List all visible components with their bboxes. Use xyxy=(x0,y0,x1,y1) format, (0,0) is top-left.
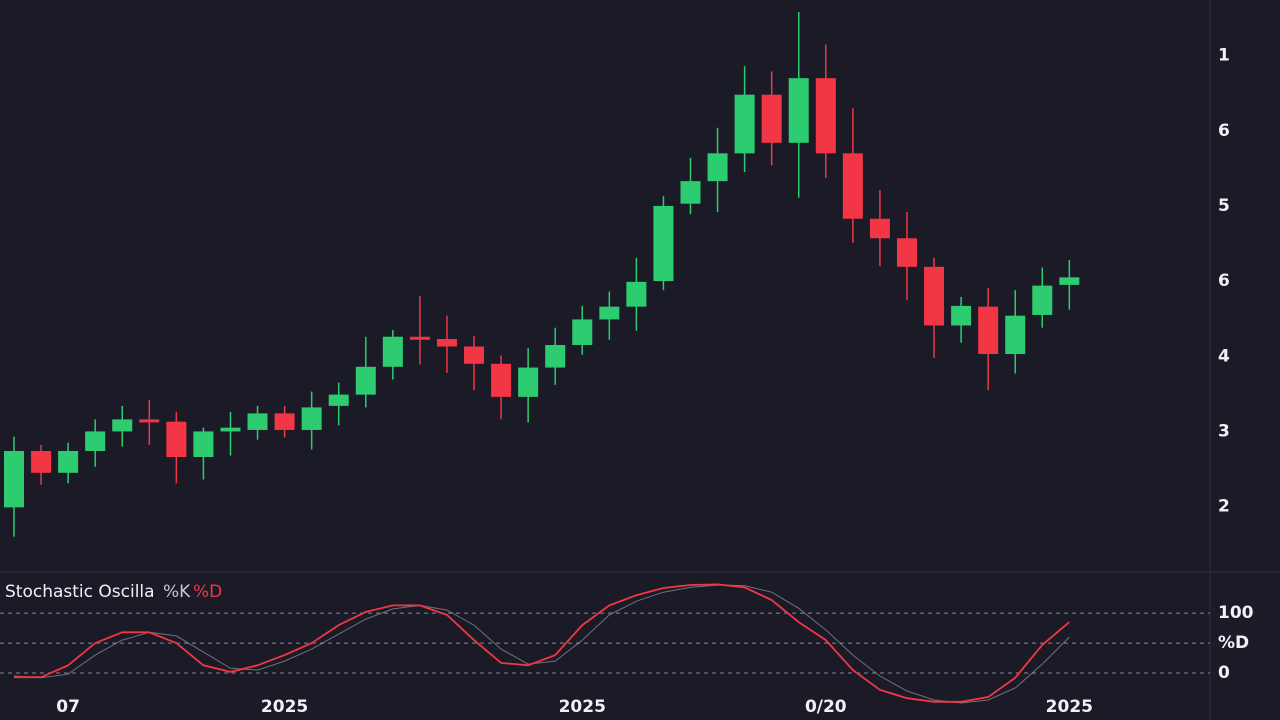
candle-body xyxy=(328,394,349,406)
candle-body xyxy=(842,153,863,219)
candle-body xyxy=(166,421,187,457)
candle-body xyxy=(409,336,430,340)
candle-body xyxy=(31,450,52,473)
candle-body xyxy=(545,345,566,368)
candle-body xyxy=(193,431,214,457)
indicator-tick-label: %D xyxy=(1218,633,1249,653)
price-tick-label: 2 xyxy=(1218,497,1230,517)
candle-body xyxy=(951,305,972,326)
price-tick-label: 5 xyxy=(1218,196,1230,216)
candle-body xyxy=(653,205,674,282)
candle-body xyxy=(1032,285,1053,315)
indicator-title: Stochastic Oscilla xyxy=(5,582,155,602)
indicator-tick-label: 0 xyxy=(1218,663,1230,683)
candle-body xyxy=(978,306,999,355)
legend-entry: %D xyxy=(193,582,222,602)
candle-body xyxy=(1059,277,1080,285)
candle-body xyxy=(491,363,512,397)
candle-body xyxy=(572,319,593,346)
candle-body xyxy=(464,346,485,364)
candle-body xyxy=(247,413,268,430)
candle-body xyxy=(85,431,106,451)
x-tick-label: 2025 xyxy=(1046,697,1093,717)
x-tick-label: 2025 xyxy=(559,697,606,717)
candle-body xyxy=(301,407,322,430)
price-tick-label: 6 xyxy=(1218,271,1230,291)
candle-body xyxy=(1005,315,1026,355)
candle-body xyxy=(869,218,890,239)
candle-body xyxy=(924,266,945,326)
candle-body xyxy=(896,238,917,267)
price-tick-label: 4 xyxy=(1218,346,1230,366)
price-tick-label: 6 xyxy=(1218,121,1230,141)
candle-body xyxy=(626,281,647,307)
candle-body xyxy=(382,336,403,367)
candle-body xyxy=(680,181,701,204)
x-tick-label: 0/20 xyxy=(805,697,847,717)
candle-body xyxy=(112,419,133,432)
indicator-line xyxy=(13,584,1070,704)
candle-body xyxy=(518,367,539,397)
price-tick-label: 3 xyxy=(1218,421,1230,441)
candle-body xyxy=(761,94,782,143)
x-tick-label: 07 xyxy=(56,697,80,717)
x-tick-label: 2025 xyxy=(261,697,308,717)
candle-body xyxy=(707,153,728,182)
indicator-line xyxy=(14,583,1070,703)
candle-body xyxy=(599,306,620,320)
indicator-tick-label: 100 xyxy=(1218,603,1254,623)
candle-body xyxy=(734,94,755,154)
candle-body xyxy=(815,78,836,154)
candle-body xyxy=(139,419,160,423)
candle-body xyxy=(355,366,376,395)
candle-body xyxy=(274,413,295,430)
candle-body xyxy=(220,427,241,432)
candle-body xyxy=(58,450,79,473)
price-tick-label: 1 xyxy=(1218,46,1230,66)
candle-body xyxy=(788,78,809,143)
candle-body xyxy=(436,338,457,347)
legend-entry: %K xyxy=(163,582,191,602)
candle-body xyxy=(4,450,24,508)
